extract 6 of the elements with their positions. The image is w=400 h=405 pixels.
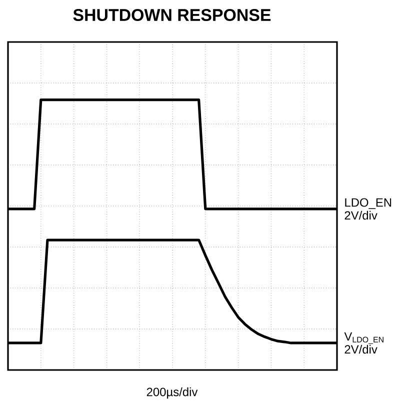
series-label: V$_{LDO_EN}$ xyxy=(344,332,384,344)
text: 2V/div xyxy=(344,344,378,354)
text: 2V/div xyxy=(344,210,378,220)
chart-title: SHUTDOWN RESPONSE xyxy=(73,9,271,21)
text: 200µs/div xyxy=(146,387,198,399)
series-label: LDO_EN xyxy=(345,198,392,209)
